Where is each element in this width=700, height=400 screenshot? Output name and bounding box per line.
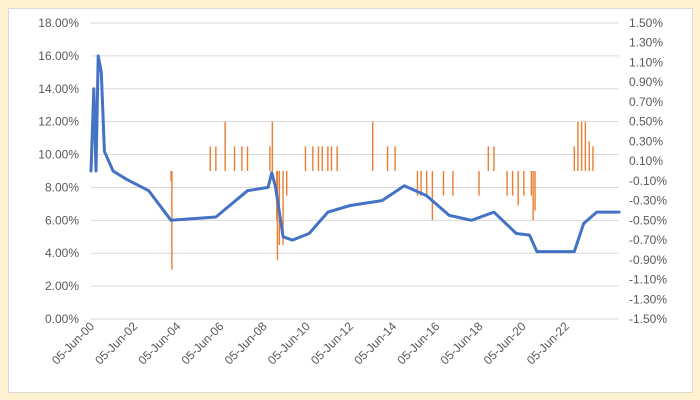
right-tick-label: -0.90% [629, 253, 667, 267]
right-tick-label: 0.10% [629, 154, 663, 168]
x-tick-label: 05-Jun-18 [438, 319, 486, 367]
x-tick-label: 05-Jun-06 [179, 319, 227, 367]
left-tick-label: 16.00% [38, 49, 79, 63]
x-tick-label: 05-Jun-10 [265, 319, 313, 367]
left-tick-label: 6.00% [45, 213, 79, 227]
right-tick-label: 0.70% [629, 95, 663, 109]
line-series [89, 54, 621, 254]
chart-frame: 0.00% 2.00% 4.00% 6.00% 8.00% 10.00% 12.00% 14.… [8, 8, 693, 393]
x-axis: 05-Jun-0005-Jun-0205-Jun-0405-Jun-0605-J… [49, 319, 572, 367]
right-tick-label: 1.10% [629, 55, 663, 69]
right-tick-label: 0.30% [629, 134, 663, 148]
left-tick-label: 12.00% [38, 115, 79, 129]
right-tick-label: -1.50% [629, 312, 667, 326]
x-tick-label: 05-Jun-02 [92, 319, 140, 367]
x-tick-label: 05-Jun-08 [222, 319, 270, 367]
x-tick-label: 05-Jun-22 [524, 319, 572, 367]
right-tick-label: 0.90% [629, 75, 663, 89]
x-tick-label: 05-Jun-20 [481, 319, 529, 367]
x-tick-label: 05-Jun-00 [49, 319, 97, 367]
right-tick-label: 0.50% [629, 115, 663, 129]
left-axis: 0.00% 2.00% 4.00% 6.00% 8.00% 10.00% 12.00% 14.… [38, 16, 79, 326]
x-tick-label: 05-Jun-04 [135, 319, 183, 367]
left-tick-label: 0.00% [45, 312, 79, 326]
right-tick-label: -0.70% [629, 233, 667, 247]
x-tick-label: 05-Jun-12 [308, 319, 356, 367]
left-tick-label: 8.00% [45, 180, 79, 194]
right-tick-label: -0.50% [629, 213, 667, 227]
x-tick-label: 05-Jun-14 [351, 319, 399, 367]
right-tick-label: 1.30% [629, 36, 663, 50]
chart-svg: 0.00% 2.00% 4.00% 6.00% 8.00% 10.00% 12.00% 14.… [38, 16, 667, 367]
right-tick-label: -1.10% [629, 273, 667, 287]
left-tick-label: 10.00% [38, 148, 79, 162]
left-tick-label: 14.00% [38, 82, 79, 96]
right-tick-label: -1.30% [629, 292, 667, 306]
gridlines [91, 22, 619, 320]
left-tick-label: 2.00% [45, 279, 79, 293]
right-tick-label: 1.50% [629, 16, 663, 30]
right-tick-label: -0.10% [629, 174, 667, 188]
x-tick-label: 05-Jun-16 [394, 319, 442, 367]
left-tick-label: 4.00% [45, 246, 79, 260]
right-tick-label: -0.30% [629, 194, 667, 208]
right-axis: 1.50% 1.30% 1.10% 0.90% 0.70% 0.50% 0.30% 0.10%… [629, 16, 667, 326]
left-tick-label: 18.00% [38, 16, 79, 30]
bar-series [170, 121, 594, 270]
